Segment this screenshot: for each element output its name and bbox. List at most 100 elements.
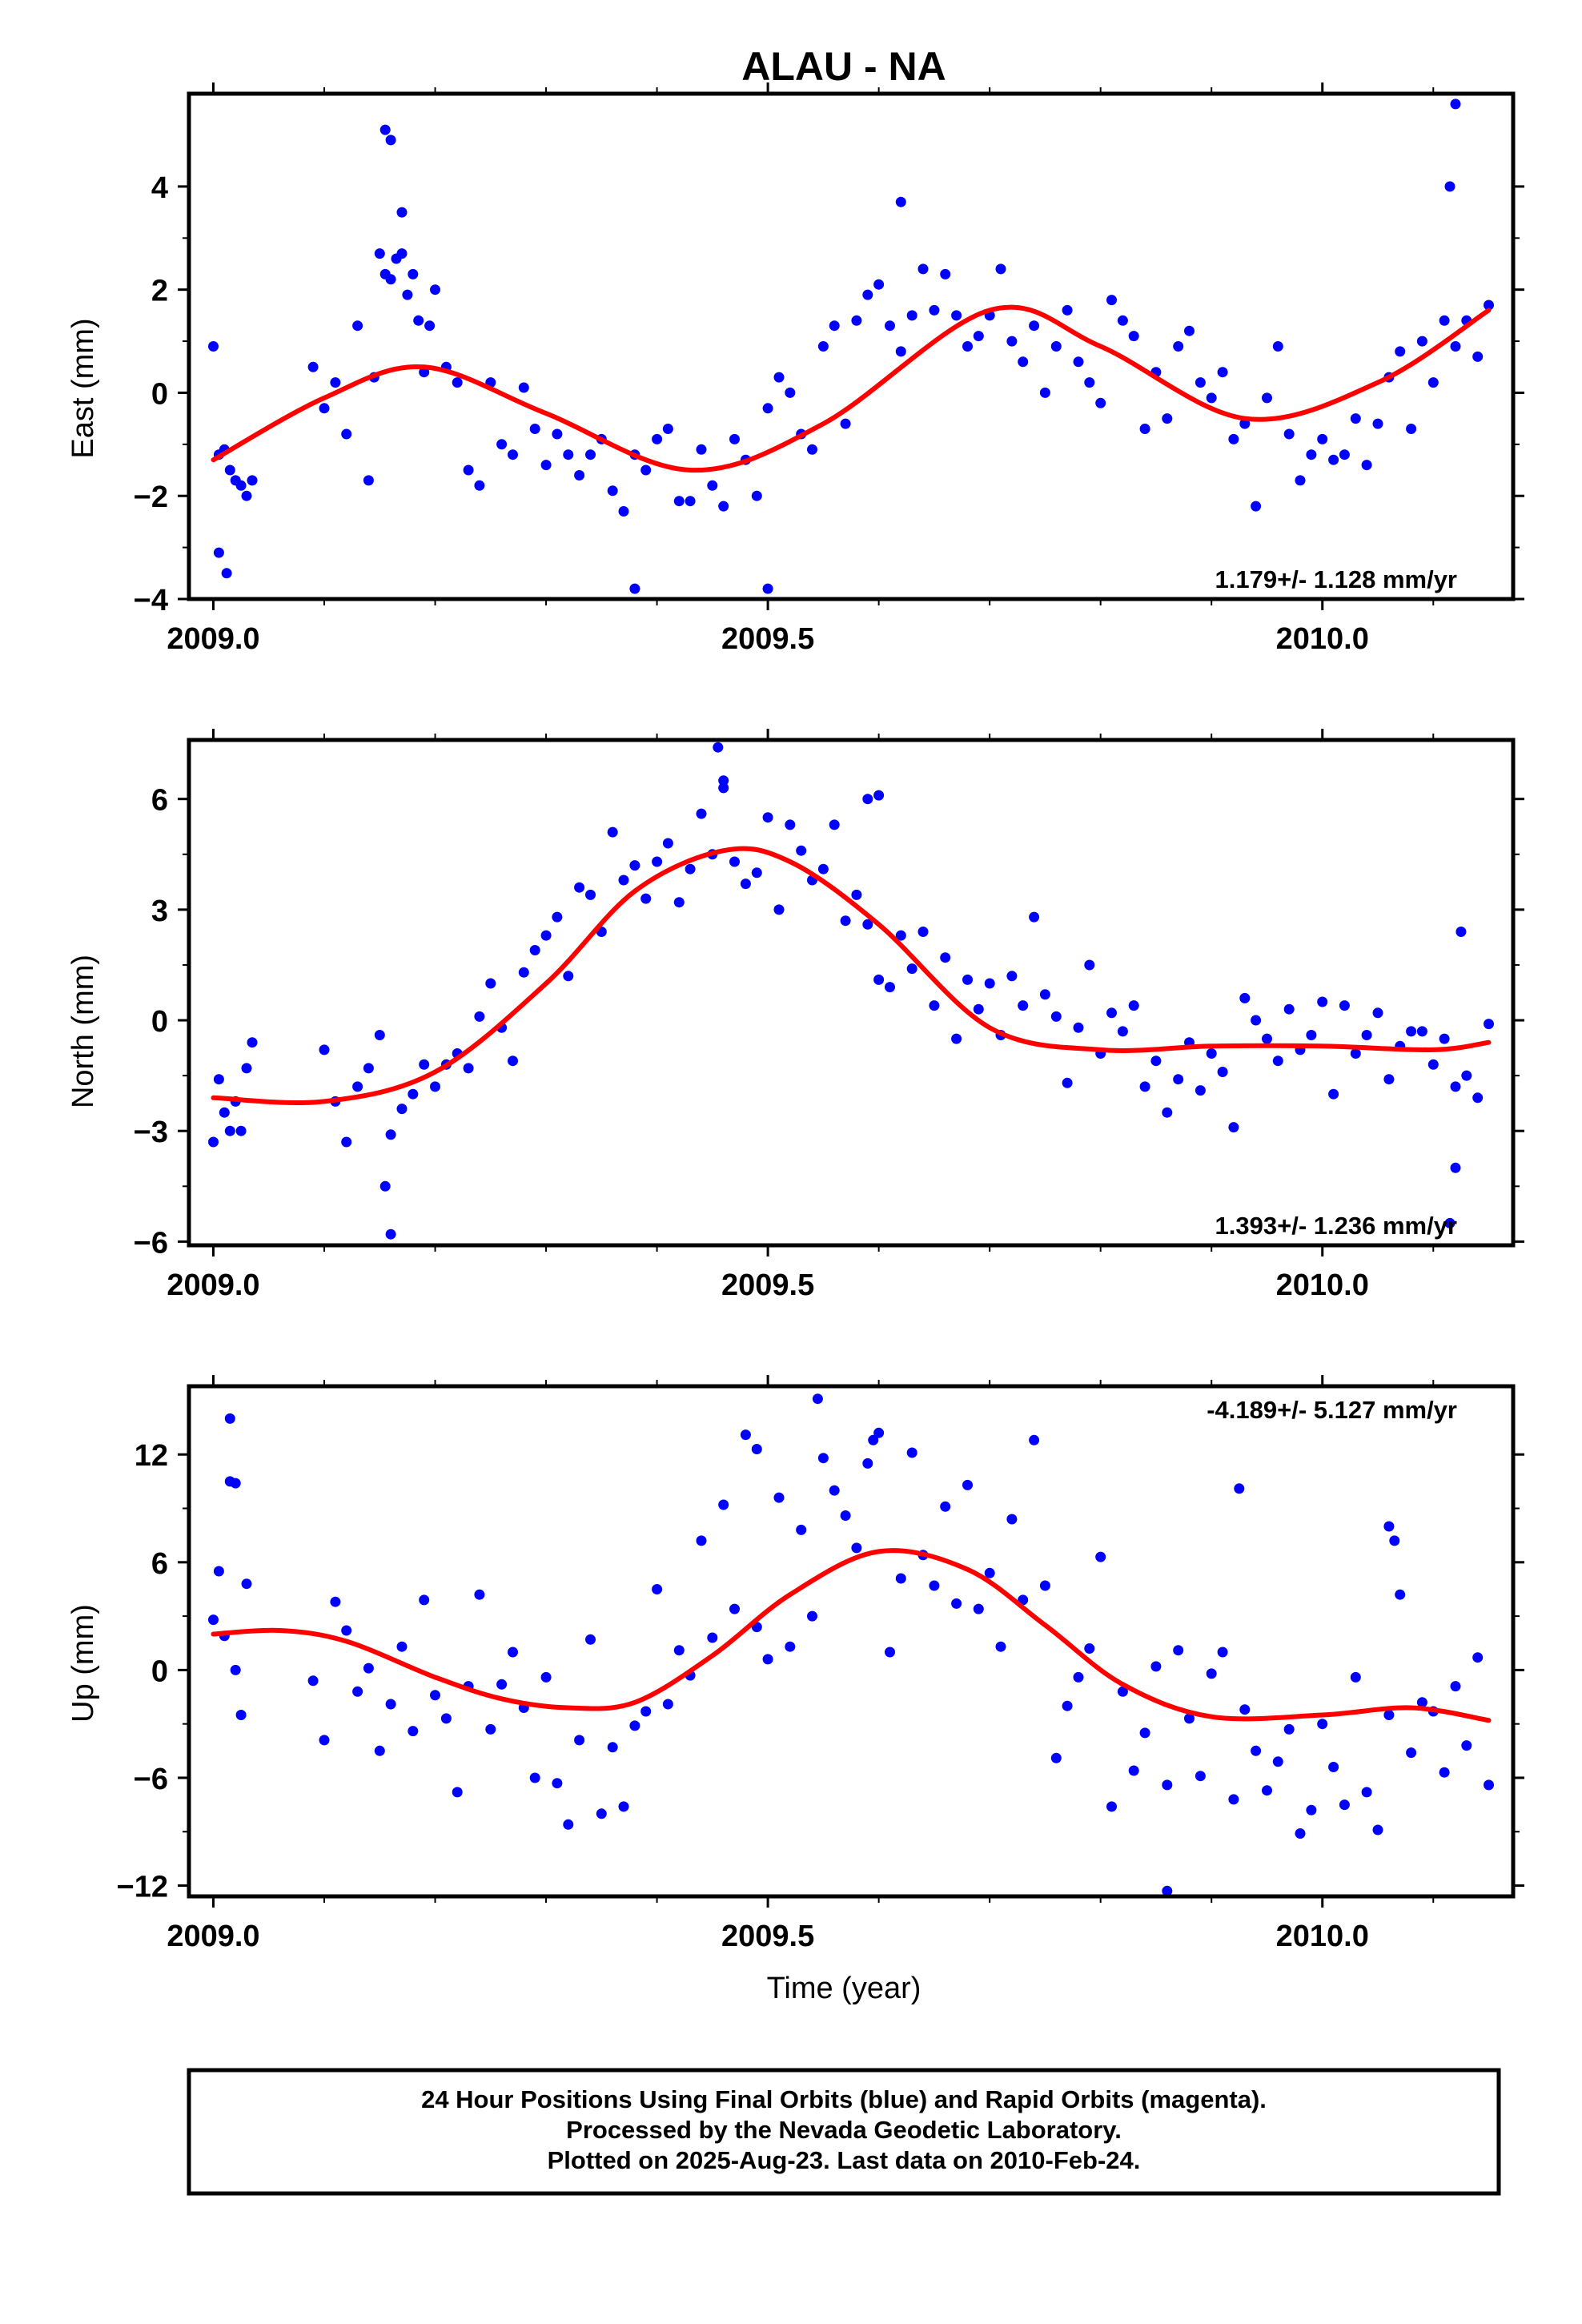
- up-point: [673, 1645, 685, 1656]
- up-point: [618, 1801, 629, 1812]
- north-point: [1406, 1026, 1417, 1037]
- north-point: [984, 978, 995, 989]
- north-point: [929, 1000, 940, 1011]
- north-point: [973, 1003, 984, 1015]
- east-point: [762, 403, 773, 414]
- east-point: [235, 480, 247, 491]
- north-y-tick-label: 6: [151, 784, 168, 818]
- up-point: [330, 1596, 341, 1607]
- east-point: [995, 263, 1006, 275]
- up-point: [1150, 1661, 1162, 1672]
- up-point: [1162, 1779, 1173, 1791]
- up-point: [696, 1535, 707, 1546]
- up-point: [1406, 1747, 1417, 1759]
- north-point: [213, 1074, 224, 1085]
- north-point: [1461, 1070, 1472, 1081]
- east-rate-label: 1.179+/- 1.128 mm/yr: [1215, 565, 1457, 593]
- up-x-tick-label: 2010.0: [1276, 1920, 1369, 1953]
- north-point: [247, 1037, 258, 1048]
- north-point: [829, 819, 840, 830]
- north-point: [940, 952, 951, 963]
- east-x-tick-label: 2009.5: [721, 622, 814, 656]
- north-panel: 2009.0 2009.5 2010.0 −6 −3 0 3 6 North (mm) 1.393…: [66, 729, 1524, 1302]
- footer-box: [187, 2068, 1501, 2196]
- east-point: [673, 496, 685, 507]
- up-point: [1283, 1723, 1295, 1735]
- north-point: [962, 974, 973, 985]
- east-point: [929, 304, 940, 316]
- up-point: [962, 1479, 973, 1490]
- up-y-tick-label: 0: [151, 1655, 168, 1688]
- up-point: [585, 1634, 596, 1645]
- up-point: [235, 1710, 247, 1720]
- x-axis-label: Time (year): [767, 1972, 921, 2005]
- north-point: [208, 1136, 219, 1148]
- up-point: [1128, 1765, 1139, 1776]
- up-point: [1228, 1794, 1239, 1805]
- east-point: [221, 568, 232, 579]
- east-point: [330, 377, 341, 388]
- east-point: [463, 464, 474, 476]
- north-point: [1350, 1048, 1361, 1059]
- east-point: [1295, 475, 1306, 486]
- up-point: [840, 1510, 851, 1521]
- north-point: [662, 838, 673, 849]
- east-point: [785, 387, 796, 398]
- up-point: [817, 1453, 829, 1464]
- up-point: [851, 1542, 862, 1554]
- north-point: [713, 742, 724, 753]
- north-point: [1306, 1030, 1317, 1040]
- up-point: [1106, 1801, 1117, 1812]
- east-point: [652, 433, 663, 444]
- up-point: [352, 1686, 363, 1697]
- north-point: [1361, 1030, 1372, 1040]
- up-point: [1073, 1671, 1084, 1683]
- east-point: [1450, 341, 1461, 352]
- north-point: [796, 845, 807, 856]
- east-point: [1128, 331, 1139, 342]
- up-point: [1383, 1710, 1395, 1720]
- east-point: [1444, 181, 1456, 192]
- east-point: [1395, 346, 1406, 357]
- north-point: [1251, 1015, 1262, 1026]
- north-point: [585, 889, 596, 900]
- east-point: [895, 346, 906, 357]
- up-point: [1206, 1668, 1217, 1679]
- east-point: [940, 268, 951, 279]
- up-point: [607, 1742, 618, 1753]
- east-point: [1450, 99, 1461, 110]
- up-point: [1251, 1745, 1262, 1756]
- east-point: [751, 490, 762, 501]
- north-rate-label: 1.393+/- 1.236 mm/yr: [1215, 1212, 1457, 1240]
- north-point: [1272, 1055, 1283, 1067]
- up-point: [319, 1735, 330, 1746]
- up-point: [640, 1706, 652, 1717]
- east-point: [424, 320, 436, 332]
- north-point: [817, 863, 829, 875]
- up-point: [374, 1745, 385, 1756]
- up-point: [552, 1778, 563, 1789]
- north-point: [1439, 1033, 1450, 1044]
- north-point: [851, 889, 862, 900]
- up-point: [540, 1671, 552, 1683]
- up-point: [707, 1632, 718, 1643]
- north-point: [751, 867, 762, 879]
- east-point: [1217, 367, 1228, 378]
- north-point: [1328, 1088, 1339, 1100]
- north-point: [1206, 1048, 1217, 1059]
- east-fit-curve: [211, 304, 1492, 473]
- north-y-tick-label: −6: [134, 1226, 168, 1260]
- east-point: [618, 506, 629, 517]
- east-point: [363, 475, 374, 486]
- east-point: [213, 547, 224, 558]
- north-point: [873, 974, 885, 985]
- up-point: [940, 1501, 951, 1512]
- east-point: [629, 583, 640, 594]
- north-point: [1228, 1122, 1239, 1133]
- north-point: [352, 1081, 363, 1092]
- east-point: [885, 320, 895, 332]
- north-point: [1195, 1085, 1206, 1096]
- up-point: [1295, 1828, 1306, 1839]
- north-point: [696, 808, 707, 819]
- east-point: [1472, 351, 1484, 362]
